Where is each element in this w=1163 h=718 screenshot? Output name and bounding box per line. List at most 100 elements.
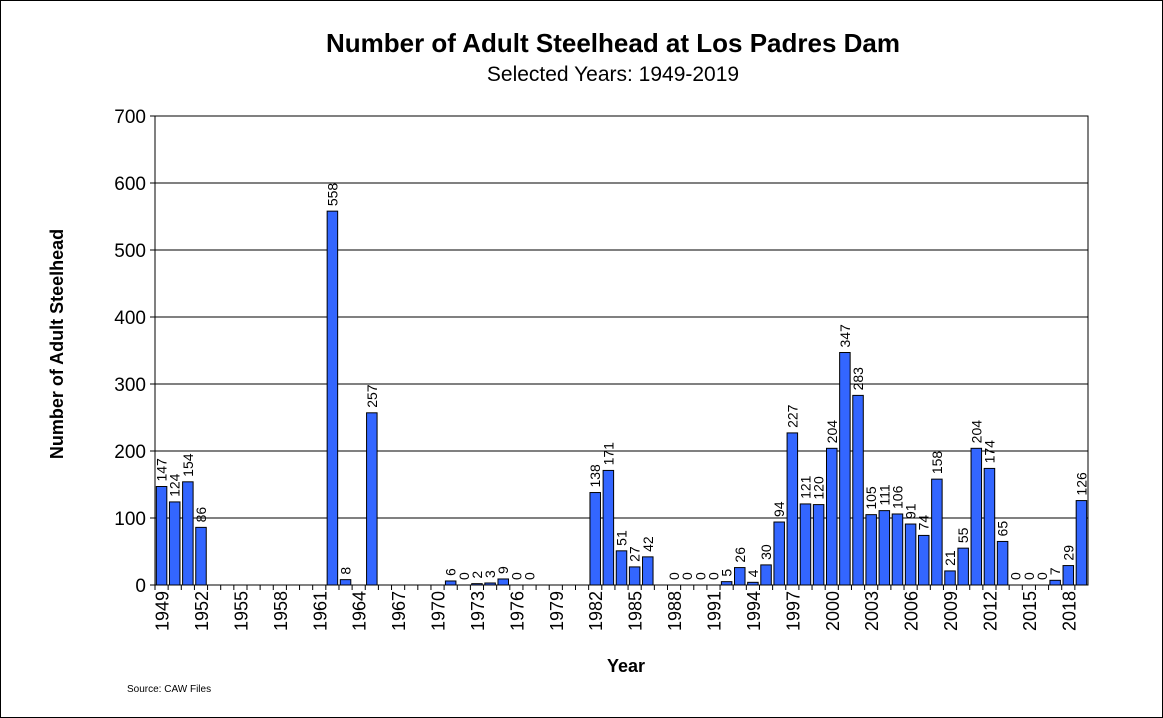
x-tick-label: 1958: [271, 591, 291, 631]
value-label: 21: [942, 550, 958, 566]
x-tick-label: 2000: [823, 591, 843, 631]
bar: [1062, 565, 1075, 586]
bar: [878, 510, 891, 586]
x-tick-label: 1985: [626, 591, 646, 631]
bar: [642, 556, 654, 586]
x-tick-label: 1952: [192, 591, 212, 631]
value-label: 6: [443, 568, 459, 576]
bar: [168, 501, 181, 586]
value-label: 74: [916, 515, 932, 531]
bar: [865, 514, 877, 586]
value-label: 106: [889, 485, 905, 509]
value-label: 105: [863, 486, 879, 510]
bar: [852, 394, 864, 586]
x-tick-label: 1970: [429, 591, 449, 631]
x-tick-label: 1982: [586, 591, 606, 631]
value-label: 347: [837, 324, 853, 348]
x-tick-label: 1949: [153, 591, 173, 631]
value-label: 5: [719, 569, 735, 577]
value-label: 86: [193, 507, 209, 523]
chart-title: Number of Adult Steelhead at Los Padres …: [326, 28, 900, 58]
y-tick-label: 400: [114, 308, 146, 329]
bar: [839, 352, 851, 586]
bar: [195, 526, 207, 586]
value-label: 204: [968, 420, 984, 444]
bar: [747, 581, 759, 586]
x-tick-label: 1961: [310, 591, 330, 631]
x-tick-label: 2018: [1059, 591, 1079, 631]
bar: [799, 503, 812, 586]
value-label: 0: [456, 572, 472, 580]
y-tick-label: 600: [114, 174, 146, 195]
x-tick-label: 1991: [704, 591, 724, 631]
value-label: 0: [522, 572, 538, 580]
y-tick-label: 200: [114, 442, 146, 463]
value-label: 158: [929, 451, 945, 475]
value-label: 65: [995, 521, 1011, 537]
value-label: 138: [587, 464, 603, 488]
y-tick-label: 100: [114, 509, 146, 530]
x-tick-label: 2015: [1020, 591, 1040, 631]
plot-area: [154, 115, 1089, 586]
value-label: 283: [850, 367, 866, 391]
value-label: 0: [705, 572, 721, 580]
value-label: 27: [627, 546, 643, 562]
value-label: 7: [1047, 567, 1063, 575]
bar: [773, 521, 785, 586]
value-label: 9: [495, 566, 511, 574]
x-tick-label: 2012: [980, 591, 1000, 631]
value-label: 0: [1034, 572, 1050, 580]
value-label: 121: [797, 475, 813, 499]
y-axis-label: Number of Adult Steelhead: [47, 229, 67, 459]
value-label: 204: [824, 420, 840, 444]
bar: [484, 582, 496, 586]
bar: [366, 412, 378, 586]
y-tick-label: 500: [114, 241, 146, 262]
value-label: 91: [903, 503, 919, 519]
value-label: 26: [732, 547, 748, 563]
x-tick-label: 2003: [862, 591, 882, 631]
value-label: 124: [167, 473, 183, 497]
value-label: 29: [1060, 545, 1076, 561]
value-label: 42: [640, 536, 656, 552]
bar: [891, 513, 904, 586]
bar: [931, 478, 943, 586]
bar: [1075, 500, 1088, 586]
bar: [339, 579, 352, 586]
y-tick-label: 700: [114, 107, 146, 128]
y-tick-label: 0: [135, 576, 146, 597]
value-label: 174: [981, 440, 997, 464]
x-tick-label: 1976: [507, 591, 527, 631]
value-label: 257: [364, 384, 380, 408]
x-tick-label: 1967: [389, 591, 409, 631]
bar: [786, 432, 799, 586]
x-tick-label: 1955: [231, 591, 251, 631]
value-label: 0: [666, 572, 682, 580]
value-label: 0: [1008, 572, 1024, 580]
bar: [182, 481, 194, 586]
bar: [734, 567, 746, 586]
x-tick-label: 1997: [783, 591, 803, 631]
value-label: 0: [692, 572, 708, 580]
bar: [917, 534, 930, 586]
value-label: 3: [482, 570, 498, 578]
bar: [812, 504, 825, 586]
value-label: 0: [508, 572, 524, 580]
chart-subtitle: Selected Years: 1949-2019: [487, 63, 739, 86]
value-label: 8: [338, 567, 354, 575]
value-label: 2: [469, 571, 485, 579]
bar: [944, 570, 956, 586]
x-tick-label: 1964: [350, 591, 370, 631]
bar: [326, 210, 339, 586]
bar: [602, 469, 615, 586]
bar: [904, 523, 917, 586]
value-label: 51: [614, 530, 630, 546]
bar: [996, 540, 1009, 586]
x-tick-label: 1979: [547, 591, 567, 631]
y-tick-label: 300: [114, 375, 146, 396]
bar: [471, 583, 483, 586]
bar: [1049, 579, 1061, 586]
value-label: 126: [1073, 472, 1089, 496]
bar: [983, 467, 996, 586]
